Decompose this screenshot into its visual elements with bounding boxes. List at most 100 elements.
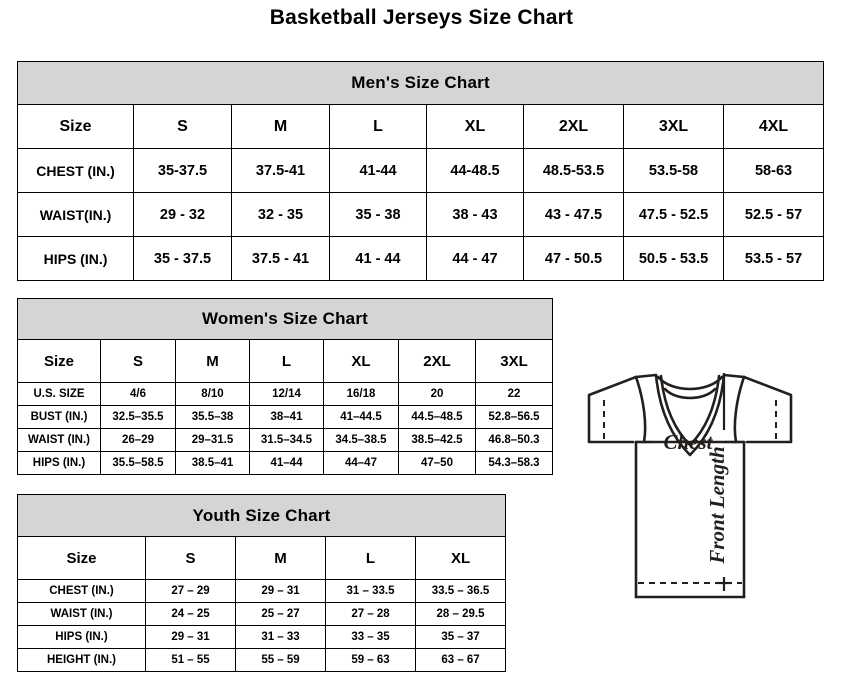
chest-label: Chest: [663, 430, 713, 454]
womens-waist-xl: 34.5–38.5: [323, 428, 399, 452]
youth-row-label-height: HEIGHT (IN.): [17, 648, 146, 672]
left-sleeve-shape: [587, 375, 638, 444]
womens-row-label-waist: WAIST (IN.): [17, 428, 101, 452]
youth-header-m: M: [235, 536, 326, 580]
womens-header-m: M: [175, 339, 250, 383]
womens-us-size-s: 4/6: [100, 382, 176, 406]
mens-row-label-waist: WAIST(IN.): [17, 192, 134, 237]
womens-us-size-m: 8/10: [175, 382, 250, 406]
womens-us-size-3xl: 22: [474, 382, 554, 406]
youth-waist-m: 25 – 27: [235, 602, 326, 626]
mens-header-4xl: 4XL: [722, 104, 825, 149]
womens-chart-title-row: Women's Size Chart: [16, 298, 554, 340]
mens-hips-s: 35 - 37.5: [133, 236, 232, 281]
womens-hips-2xl: 47–50: [398, 451, 476, 475]
collar-band-inner: [663, 387, 717, 400]
page-title: Basketball Jerseys Size Chart: [269, 6, 574, 29]
front-length-label: Front Length: [705, 446, 729, 564]
left-shoulder-curve: [634, 375, 647, 444]
mens-header-xl: XL: [426, 104, 524, 149]
womens-waist-2xl: 38.5–42.5: [398, 428, 476, 452]
table-row: HIPS (IN.) 29 – 31 31 – 33 33 – 35 35 – …: [17, 625, 507, 649]
youth-chest-xl: 33.5 – 36.5: [414, 579, 507, 603]
mens-waist-l: 35 - 38: [329, 192, 427, 237]
mens-header-l: L: [329, 104, 427, 149]
youth-hips-xl: 35 – 37: [414, 625, 507, 649]
womens-chart-header-row: Size S M L XL 2XL 3XL: [17, 339, 554, 383]
womens-row-label-bust: BUST (IN.): [17, 405, 101, 429]
youth-header-s: S: [145, 536, 236, 580]
youth-height-m: 55 – 59: [235, 648, 326, 672]
womens-bust-xl: 41–44.5: [323, 405, 399, 429]
table-row: HIPS (IN.) 35.5–58.5 38.5–41 41–44 44–47…: [17, 451, 554, 475]
womens-bust-s: 32.5–35.5: [100, 405, 176, 429]
womens-bust-3xl: 52.8–56.5: [474, 405, 554, 429]
youth-waist-l: 27 – 28: [325, 602, 416, 626]
mens-hips-2xl: 47 - 50.5: [523, 236, 624, 281]
table-row: CHEST (IN.) 35-37.5 37.5-41 41-44 44-48.…: [17, 148, 825, 193]
youth-header-l: L: [325, 536, 416, 580]
youth-height-l: 59 – 63: [325, 648, 416, 672]
youth-hips-m: 31 – 33: [235, 625, 326, 649]
mens-hips-xl: 44 - 47: [426, 236, 524, 281]
mens-chest-l: 41-44: [329, 148, 427, 193]
womens-hips-m: 38.5–41: [175, 451, 250, 475]
womens-waist-l: 31.5–34.5: [249, 428, 324, 452]
mens-waist-3xl: 47.5 - 52.5: [623, 192, 724, 237]
mens-chest-s: 35-37.5: [133, 148, 232, 193]
right-sleeve-shape: [742, 375, 793, 444]
womens-us-size-l: 12/14: [249, 382, 324, 406]
womens-hips-s: 35.5–58.5: [100, 451, 176, 475]
womens-row-label-hips: HIPS (IN.): [17, 451, 101, 475]
youth-chart-title: Youth Size Chart: [16, 494, 507, 537]
womens-hips-3xl: 54.3–58.3: [474, 451, 554, 475]
mens-waist-xl: 38 - 43: [426, 192, 524, 237]
mens-chart-title-row: Men's Size Chart: [16, 61, 825, 105]
youth-height-s: 51 – 55: [145, 648, 236, 672]
right-shoulder-curve: [733, 375, 746, 444]
mens-header-2xl: 2XL: [523, 104, 624, 149]
mens-chest-4xl: 58-63: [722, 148, 825, 193]
youth-waist-xl: 28 – 29.5: [414, 602, 507, 626]
mens-size-chart-table: Men's Size Chart Size S M L XL 2XL 3XL 4…: [16, 61, 825, 281]
womens-chart-title: Women's Size Chart: [16, 298, 554, 340]
mens-row-label-chest: CHEST (IN.): [17, 148, 134, 193]
mens-hips-m: 37.5 - 41: [231, 236, 330, 281]
youth-row-label-waist: WAIST (IN.): [17, 602, 146, 626]
youth-chest-l: 31 – 33.5: [325, 579, 416, 603]
mens-header-3xl: 3XL: [623, 104, 724, 149]
womens-hips-l: 41–44: [249, 451, 324, 475]
table-row: CHEST (IN.) 27 – 29 29 – 31 31 – 33.5 33…: [17, 579, 507, 603]
womens-waist-m: 29–31.5: [175, 428, 250, 452]
mens-chest-3xl: 53.5-58: [623, 148, 724, 193]
womens-header-size: Size: [17, 339, 101, 383]
table-row: WAIST (IN.) 26–29 29–31.5 31.5–34.5 34.5…: [17, 428, 554, 452]
table-row: WAIST (IN.) 24 – 25 25 – 27 27 – 28 28 –…: [17, 602, 507, 626]
womens-header-3xl: 3XL: [474, 339, 554, 383]
table-row: HEIGHT (IN.) 51 – 55 55 – 59 59 – 63 63 …: [17, 648, 507, 672]
youth-chest-s: 27 – 29: [145, 579, 236, 603]
womens-header-xl: XL: [323, 339, 399, 383]
youth-chart-title-row: Youth Size Chart: [16, 494, 507, 537]
mens-chart-title: Men's Size Chart: [16, 61, 825, 105]
mens-chest-m: 37.5-41: [231, 148, 330, 193]
mens-header-size: Size: [17, 104, 134, 149]
youth-row-label-hips: HIPS (IN.): [17, 625, 146, 649]
youth-row-label-chest: CHEST (IN.): [17, 579, 146, 603]
table-row: U.S. SIZE 4/6 8/10 12/14 16/18 20 22: [17, 382, 554, 406]
vneck-outer: [654, 373, 726, 457]
womens-bust-l: 38–41: [249, 405, 324, 429]
mens-header-m: M: [231, 104, 330, 149]
womens-hips-xl: 44–47: [323, 451, 399, 475]
mens-hips-l: 41 - 44: [329, 236, 427, 281]
mens-hips-3xl: 50.5 - 53.5: [623, 236, 724, 281]
vneck-inner: [659, 374, 721, 447]
mens-waist-2xl: 43 - 47.5: [523, 192, 624, 237]
youth-hips-s: 29 – 31: [145, 625, 236, 649]
mens-waist-s: 29 - 32: [133, 192, 232, 237]
youth-hips-l: 33 – 35: [325, 625, 416, 649]
youth-size-chart-table: Youth Size Chart Size S M L XL CHEST (IN…: [16, 494, 507, 672]
mens-header-s: S: [133, 104, 232, 149]
mens-hips-4xl: 53.5 - 57: [722, 236, 825, 281]
mens-waist-4xl: 52.5 - 57: [722, 192, 825, 237]
